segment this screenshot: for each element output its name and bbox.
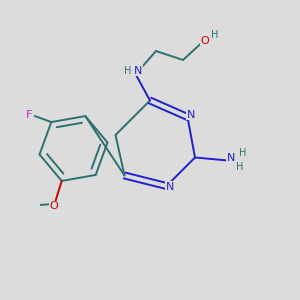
- Text: H: H: [239, 148, 246, 158]
- Text: O: O: [50, 201, 58, 212]
- Text: H: H: [124, 65, 131, 76]
- Text: H: H: [236, 162, 244, 172]
- Text: N: N: [134, 65, 142, 76]
- Text: N: N: [227, 153, 235, 163]
- Text: H: H: [211, 30, 218, 40]
- Text: F: F: [26, 110, 33, 120]
- Text: N: N: [166, 182, 174, 192]
- Text: O: O: [200, 35, 209, 46]
- Text: N: N: [187, 110, 195, 120]
